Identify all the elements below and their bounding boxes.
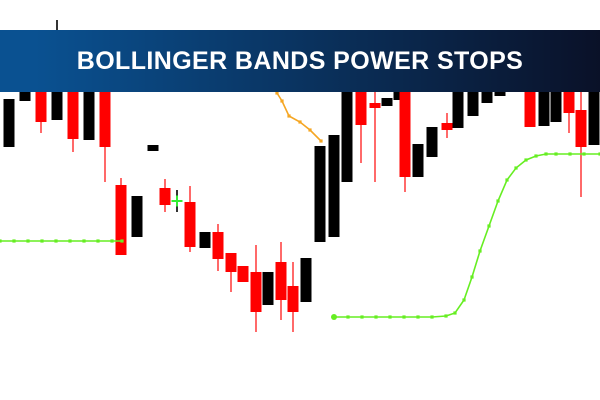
stop-line-dot: [287, 114, 291, 118]
candle-body: [538, 92, 550, 126]
candle-body: [481, 92, 493, 103]
candle-body: [355, 92, 367, 125]
stop-line-power-stop-long-right: [334, 153, 600, 318]
candle-body: [467, 92, 479, 116]
candle-body: [3, 99, 15, 147]
candle-body: [275, 262, 287, 300]
candle-body: [399, 92, 411, 177]
candle-body: [262, 272, 274, 305]
stop-line-dot: [534, 154, 538, 158]
stop-line-dot: [96, 239, 100, 243]
stop-line-dot: [120, 239, 124, 243]
stop-line-dot: [26, 239, 30, 243]
stop-markers: [171, 195, 337, 320]
candle-body: [563, 92, 575, 113]
candle-body: [83, 92, 95, 140]
stop-line-dot: [280, 99, 284, 103]
stop-line-dot: [496, 199, 500, 203]
candle-body: [184, 202, 196, 247]
stop-line-dot: [430, 315, 434, 319]
stop-line-dot: [275, 91, 279, 95]
candle-body: [524, 92, 536, 127]
stop-line-dot: [40, 239, 44, 243]
stop-line-dot: [505, 178, 509, 182]
stop-line-dot: [514, 166, 518, 170]
candle-body: [237, 266, 249, 282]
candle-body: [287, 286, 299, 312]
stop-line-dot: [487, 224, 491, 228]
stop-line-dot: [554, 152, 558, 156]
candle-body: [328, 135, 340, 237]
candle-body: [159, 188, 171, 205]
stop-line-dot: [319, 139, 323, 143]
stop-line-dot: [582, 152, 586, 156]
stop-line-dot: [82, 239, 86, 243]
stop-line-dot: [110, 239, 114, 243]
stop-line-dot: [374, 315, 378, 319]
candle-body: [441, 123, 453, 130]
candle-body: [35, 92, 47, 122]
candle-body: [341, 92, 353, 182]
stop-line-dot: [388, 315, 392, 319]
candle-body: [314, 146, 326, 242]
stop-line-dot: [462, 298, 466, 302]
stop-line-dot: [568, 152, 572, 156]
stop-line-dot: [402, 315, 406, 319]
candle-body: [393, 92, 405, 100]
candle-body: [575, 110, 587, 147]
candle-body: [225, 253, 237, 272]
stop-line-series: [0, 91, 600, 319]
candle-body: [199, 232, 211, 248]
candle-body: [131, 196, 143, 237]
stop-line-dot: [453, 311, 457, 315]
candle-body: [381, 98, 393, 106]
candle-body: [369, 103, 381, 108]
candle-body: [588, 92, 600, 145]
stop-line-dot: [598, 152, 600, 156]
candle-body: [452, 92, 464, 128]
stop-line-dot: [0, 239, 2, 243]
stop-line-dot: [470, 275, 474, 279]
candle-body: [300, 258, 312, 302]
candle-body: [212, 232, 224, 259]
stop-line-dot: [298, 120, 302, 124]
long-stop-start-dot: [331, 314, 337, 320]
stop-line-dot: [478, 249, 482, 253]
stop-line-dot: [444, 314, 448, 318]
candle-series: [3, 20, 600, 332]
title-banner: BOLLINGER BANDS POWER STOPS: [0, 30, 600, 92]
stop-line-dot: [360, 315, 364, 319]
stop-line-dot: [524, 158, 528, 162]
page-title: BOLLINGER BANDS POWER STOPS: [76, 46, 524, 75]
stop-line-dot: [308, 128, 312, 132]
stop-line-dot: [12, 239, 16, 243]
candle-body: [494, 92, 506, 96]
candle-body: [250, 272, 262, 312]
stop-line-dot: [54, 239, 58, 243]
candle-body: [412, 144, 424, 177]
candle-body: [147, 145, 159, 151]
stop-line-dot: [416, 315, 420, 319]
candle-body: [67, 92, 79, 139]
stop-line-dot: [544, 152, 548, 156]
stop-line-dot: [68, 239, 72, 243]
candle-body: [550, 92, 562, 122]
candle-body: [426, 127, 438, 157]
candle-body: [51, 92, 63, 120]
candle-body: [19, 92, 31, 101]
candle-body: [115, 185, 127, 255]
candle-body: [99, 92, 111, 147]
stop-line-dot: [346, 315, 350, 319]
